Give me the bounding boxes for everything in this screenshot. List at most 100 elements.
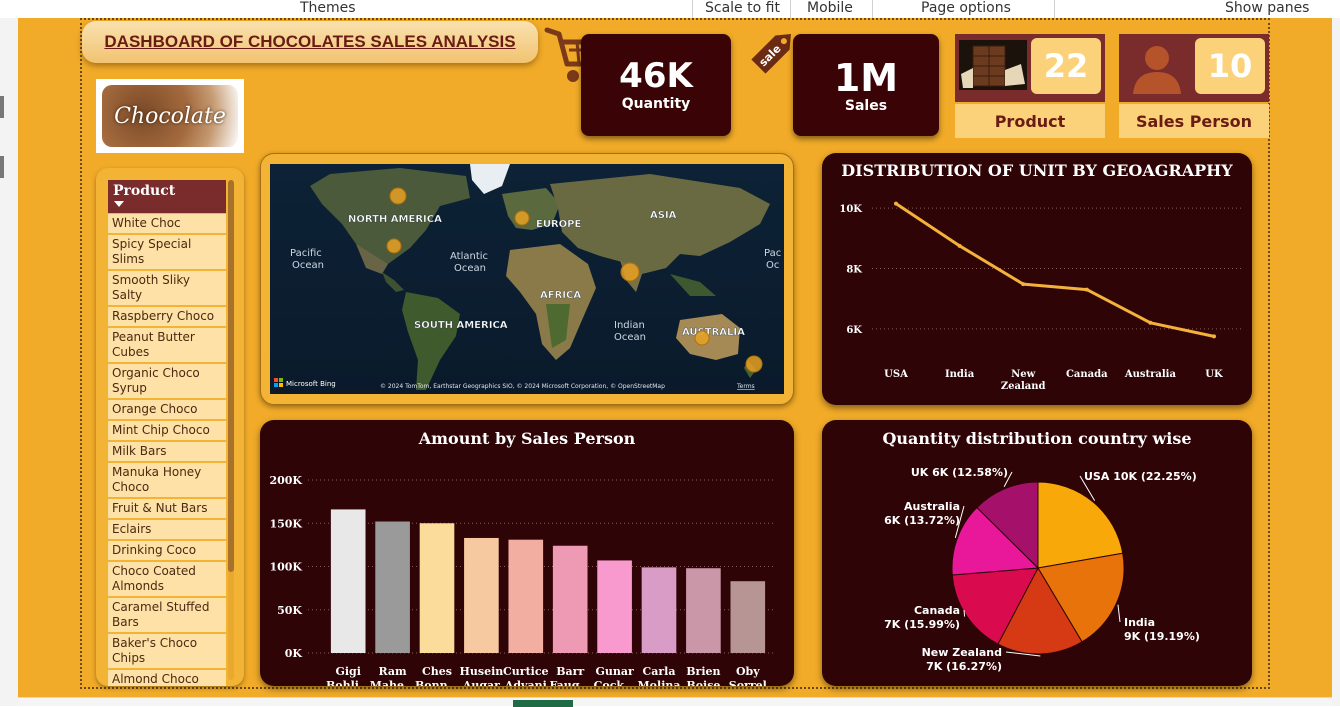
product-slicer: Product White Choc Spicy Special Slims Smo… — [96, 168, 244, 686]
x-tick-label: Ches Bonn... — [415, 665, 459, 686]
slicer-item[interactable]: Fruit & Nut Bars — [108, 499, 226, 518]
y-tick-label: 8K — [846, 264, 862, 275]
x-tick-label: Gunar Cock... — [594, 665, 636, 686]
y-tick-label: 200K — [269, 474, 302, 487]
slicer-item[interactable]: Caramel Stuffed Bars — [108, 598, 226, 632]
sales-label: Sales — [844, 98, 888, 114]
slicer-item[interactable]: Almond Choco — [108, 670, 226, 686]
pie-data-label: Australia 6K (13.72%) — [884, 500, 960, 527]
pie-slice[interactable] — [1037, 481, 1124, 569]
bar[interactable] — [508, 539, 544, 653]
slicer-item[interactable]: White Choc — [108, 214, 226, 233]
slicer-item[interactable]: Manuka Honey Choco — [108, 463, 226, 497]
chevron-down-icon[interactable] — [114, 201, 124, 207]
slicer-scrollbar[interactable] — [228, 180, 234, 680]
bar[interactable] — [641, 567, 677, 653]
sales-person-label: Sales Person — [1119, 104, 1269, 138]
line-chart[interactable]: 6K 8K 10K USA India New Zealand Canada Australia… — [822, 153, 1252, 405]
report-toolbar: Themes Scale to fit Mobile Page options … — [0, 0, 1340, 18]
pie-slice[interactable] — [1037, 552, 1125, 643]
map-bubble-australia[interactable] — [694, 330, 710, 346]
bar[interactable] — [419, 523, 455, 653]
x-tick-label: Brien Boise — [686, 665, 720, 686]
x-tick-label: Carla Molina — [638, 665, 681, 686]
x-tick-label: Ram Mahe... — [370, 665, 416, 686]
logo-image: Chocolate — [102, 85, 238, 147]
bar[interactable] — [552, 545, 588, 653]
series-line[interactable] — [895, 202, 1215, 338]
bar[interactable] — [330, 509, 366, 653]
line-point[interactable] — [1148, 320, 1153, 325]
slicer-item[interactable]: Choco Coated Almonds — [108, 562, 226, 596]
sale-tag-icon: sale — [751, 34, 791, 74]
y-tick-label: 6K — [846, 325, 862, 336]
slicer-item[interactable]: Smooth Sliky Salty — [108, 271, 226, 305]
slicer-title: Product — [113, 183, 176, 199]
slicer-item[interactable]: Drinking Coco — [108, 541, 226, 560]
chocolate-logo: Chocolate — [96, 79, 244, 153]
pie-slice[interactable] — [997, 566, 1083, 655]
slicer-item[interactable]: Peanut Butter Cubes — [108, 328, 226, 362]
pie-slice[interactable] — [951, 506, 1040, 576]
slicer-item[interactable]: Raspberry Choco — [108, 307, 226, 326]
line-point[interactable] — [957, 243, 962, 248]
map-label-indian-1: Indian — [614, 320, 645, 331]
line-point[interactable] — [1212, 334, 1216, 339]
mobile-button[interactable]: Mobile — [807, 0, 853, 16]
y-tick-label: 150K — [269, 517, 302, 530]
slicer-header[interactable]: Product — [108, 180, 226, 213]
slicer-item[interactable]: Eclairs — [108, 520, 226, 539]
slicer-item[interactable]: Baker's Choco Chips — [108, 634, 226, 668]
pie-slice[interactable] — [951, 567, 1039, 645]
x-tick-label: Husein Augar — [460, 665, 504, 686]
pie-slice[interactable] — [976, 481, 1039, 570]
y-tick-label: 100K — [269, 561, 302, 574]
themes-button[interactable]: Themes — [300, 0, 356, 16]
x-tick-label: Canada — [1066, 369, 1108, 380]
bar[interactable] — [464, 537, 499, 653]
map-label-asia: ASIA — [650, 210, 677, 221]
slicer-scroll-thumb[interactable] — [228, 180, 234, 572]
scale-to-fit-button[interactable]: Scale to fit — [705, 0, 780, 16]
slicer-item[interactable]: Mint Chip Choco — [108, 421, 226, 440]
bar[interactable] — [375, 521, 410, 653]
pie-data-label: USA 10K (22.25%) — [1084, 470, 1197, 483]
pie-chart[interactable]: USA 10K (22.25%) India 9K (19.19%) New Zeal… — [822, 420, 1252, 686]
slicer-item[interactable]: Milk Bars — [108, 442, 226, 461]
page-options-button[interactable]: Page options — [921, 0, 1011, 16]
world-map-svg: NORTH AMERICA EUROPE ASIA AFRICA SOUTH A… — [270, 164, 784, 394]
pane-marker — [0, 156, 4, 178]
map-bubble-india[interactable] — [620, 262, 640, 282]
quantity-label: Quantity — [621, 96, 691, 112]
product-label: Product — [955, 104, 1105, 138]
map-bubble-usa[interactable] — [389, 187, 407, 205]
slicer-item[interactable]: Organic Choco Syrup — [108, 364, 226, 398]
map-bubble-new-zealand[interactable] — [745, 355, 763, 373]
line-chart-title: DISTRIBUTION OF UNIT BY GEOAGRAPHY — [841, 161, 1233, 180]
active-page-tab[interactable] — [513, 700, 573, 707]
map-terms-link[interactable]: Terms — [736, 383, 755, 390]
x-tick-label: New Zealand — [1001, 369, 1046, 392]
world-map[interactable]: NORTH AMERICA EUROPE ASIA AFRICA SOUTH A… — [270, 164, 784, 394]
x-tick-label: USA — [884, 369, 908, 380]
pie-leader-line — [954, 505, 965, 539]
x-tick-label: Barr Faug... — [549, 665, 591, 686]
x-tick-label: Curtice Advani — [503, 665, 549, 686]
bar-chart-panel: Amount by Sales Person 0K 50K 100K 150K 200K… — [260, 420, 794, 686]
slicer-item[interactable]: Orange Choco — [108, 400, 226, 419]
bar[interactable] — [730, 581, 766, 653]
line-point[interactable] — [894, 201, 898, 206]
sales-value: 1M — [833, 56, 899, 100]
line-point[interactable] — [1084, 287, 1089, 292]
map-label-europe: EUROPE — [536, 219, 581, 230]
slicer-item[interactable]: Spicy Special Slims — [108, 235, 226, 269]
bar[interactable] — [597, 560, 632, 653]
map-bubble-usa-south[interactable] — [386, 238, 402, 254]
person-icon — [1133, 46, 1181, 94]
show-panes-button[interactable]: Show panes — [1225, 0, 1310, 16]
line-point[interactable] — [1021, 282, 1026, 287]
bar[interactable] — [686, 568, 721, 653]
map-bubble-uk[interactable] — [514, 210, 530, 226]
quantity-value: 46K — [619, 56, 693, 96]
